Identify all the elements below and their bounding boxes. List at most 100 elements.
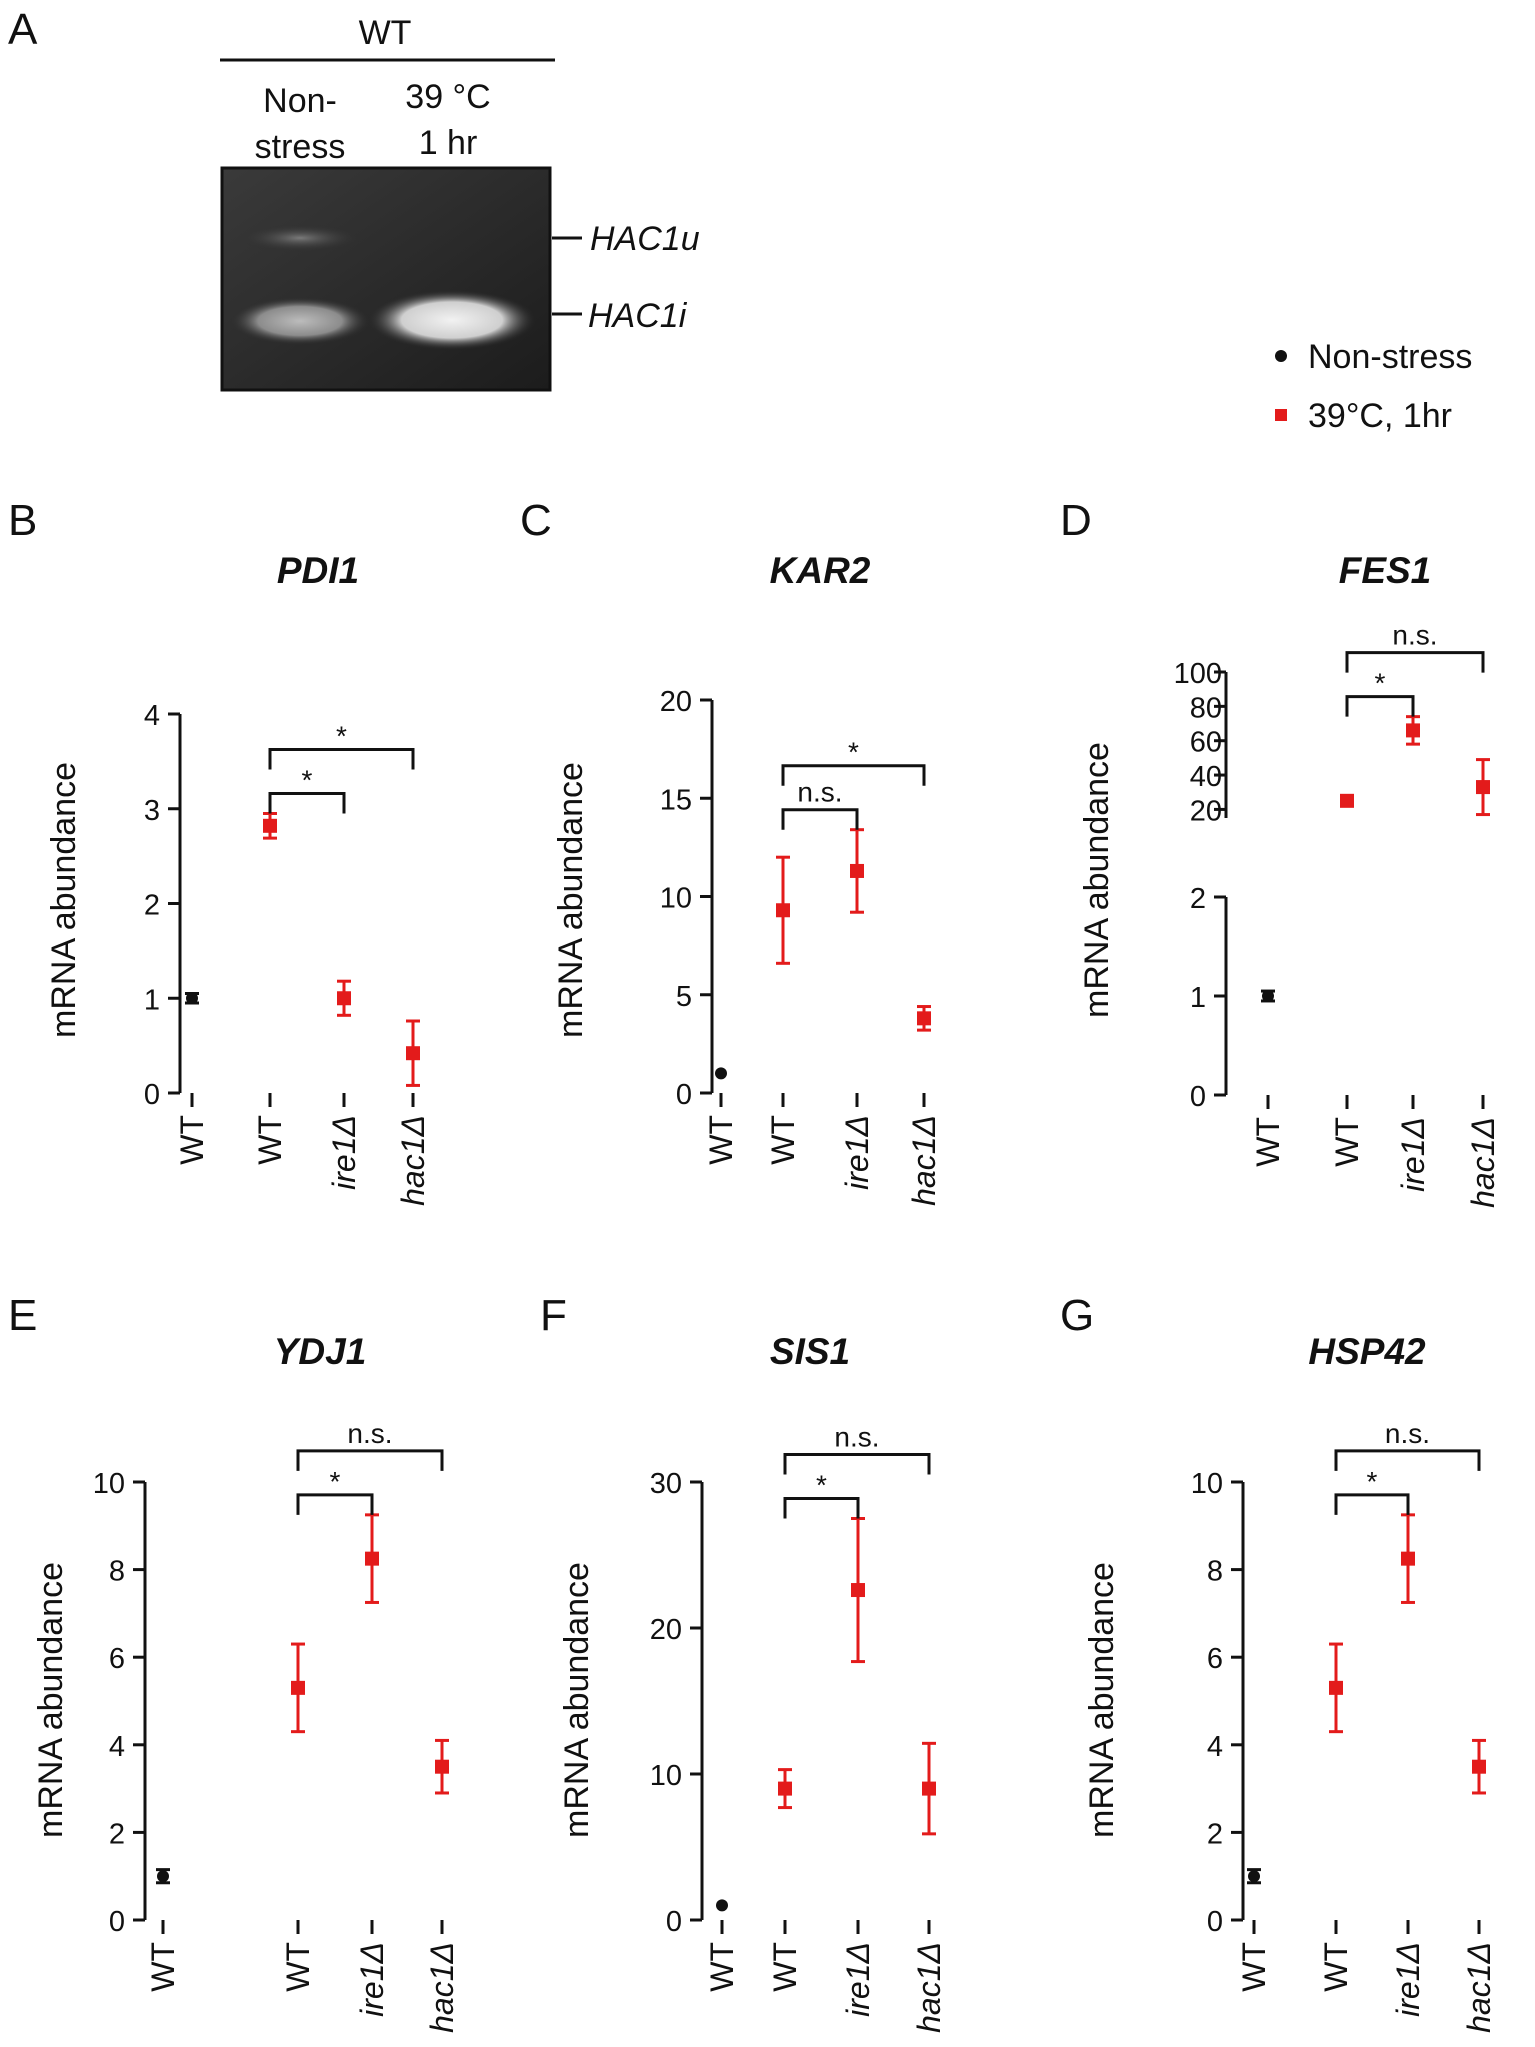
y-tick-label-c-1: 5: [676, 981, 692, 1013]
x-tick-label-b-3: hac1Δ: [395, 1115, 431, 1206]
significance-bracket-g-1: [1334, 1449, 1481, 1471]
y-tick-label-e-4: 8: [109, 1556, 125, 1588]
significance-bracket-c-1: [781, 764, 926, 786]
data-point-g-3: [1472, 1759, 1486, 1774]
x-tick-label-d-0: WT: [1250, 1117, 1286, 1167]
y-tick-label-upper-d-4: 100: [1174, 658, 1222, 690]
data-point-d-0: [1262, 990, 1274, 1002]
gel-panel: A WT Non- stress 39 °C 1 hr: [8, 5, 700, 392]
gel-band-hac1i-lane1: [230, 297, 370, 345]
chart-title-e: YDJ1: [274, 1331, 367, 1372]
y-axis-label-e: mRNA abundance: [32, 1562, 70, 1838]
chart-title-c: KAR2: [770, 550, 871, 591]
significance-bracket-f-1: [783, 1453, 931, 1475]
x-tick-label-e-3: hac1Δ: [424, 1942, 460, 2033]
data-point-e-2: [365, 1551, 379, 1566]
legend: Non-stress 39°C, 1hr: [1275, 338, 1472, 435]
data-point-c-1: [776, 903, 790, 918]
y-tick-label-lower-d-2: 2: [1190, 883, 1206, 915]
x-tick-label-e-0: WT: [145, 1942, 181, 1992]
significance-bracket-b-1: [268, 747, 415, 770]
chart-e: E YDJ1 mRNA abundance 0 2 4 6 8 10 WT WT ire1Δ hac1Δ…: [8, 1291, 460, 2033]
data-point-g-1: [1329, 1680, 1343, 1695]
gel-band-hac1i-lane2: [368, 290, 536, 350]
x-tick-label-c-0: WT: [703, 1115, 739, 1165]
x-tick-label-e-1: WT: [280, 1942, 316, 1992]
x-tick-label-g-0: WT: [1236, 1942, 1272, 1992]
x-tick-label-g-1: WT: [1318, 1942, 1354, 1992]
y-tick-label-f-1: 10: [650, 1760, 682, 1792]
gel-band-label-hac1i: HAC1i: [588, 297, 688, 335]
chart-g: G HSP42 mRNA abundance 0 2 4 6 8 10 WT WT ire1Δ hac1…: [1060, 1291, 1497, 2033]
data-point-f-1: [778, 1781, 792, 1796]
y-tick-label-upper-d-2: 60: [1190, 727, 1222, 759]
significance-bracket-e-0: [296, 1493, 374, 1515]
data-point-d-3: [1476, 780, 1490, 795]
data-point-f-2: [851, 1583, 865, 1598]
y-tick-label-b-1: 1: [144, 984, 160, 1016]
legend-label-heat: 39°C, 1hr: [1308, 397, 1452, 435]
significance-label-f-1: n.s.: [834, 1422, 879, 1453]
gel-lane1-line1: Non-: [263, 82, 337, 120]
y-tick-label-lower-d-0: 0: [1190, 1081, 1206, 1113]
y-tick-label-upper-d-3: 80: [1190, 692, 1222, 724]
y-tick-label-lower-d-1: 1: [1190, 982, 1206, 1014]
significance-label-d-0: *: [1375, 668, 1386, 699]
y-tick-label-f-0: 0: [666, 1906, 682, 1938]
y-tick-label-g-5: 10: [1191, 1468, 1223, 1500]
data-point-d-2: [1406, 723, 1420, 738]
significance-label-b-0: *: [302, 764, 313, 795]
x-tick-label-f-2: ire1Δ: [840, 1942, 876, 2017]
chart-title-d: FES1: [1339, 550, 1432, 591]
significance-label-e-0: *: [330, 1466, 341, 1497]
x-tick-label-c-3: hac1Δ: [906, 1115, 942, 1206]
y-tick-label-g-3: 6: [1207, 1643, 1223, 1675]
x-tick-label-f-0: WT: [704, 1942, 740, 1992]
y-tick-label-b-3: 3: [144, 795, 160, 827]
panel-label-f: F: [540, 1291, 567, 1340]
y-tick-label-upper-d-1: 40: [1190, 761, 1222, 793]
data-point-c-2: [850, 863, 864, 878]
y-tick-label-g-4: 8: [1207, 1556, 1223, 1588]
data-point-e-3: [435, 1759, 449, 1774]
y-tick-label-b-4: 4: [144, 700, 160, 732]
significance-bracket-f-0: [783, 1497, 860, 1519]
data-point-e-1: [291, 1680, 305, 1695]
chart-title-f: SIS1: [770, 1331, 850, 1372]
gel-lane2-line2: 1 hr: [419, 124, 478, 162]
x-tick-label-f-1: WT: [767, 1942, 803, 1992]
y-tick-label-c-3: 15: [660, 784, 692, 816]
y-tick-label-f-3: 30: [650, 1468, 682, 1500]
data-point-c-3: [917, 1011, 931, 1026]
data-point-c-0: [715, 1067, 727, 1080]
legend-label-nonstress: Non-stress: [1308, 338, 1472, 376]
y-tick-label-e-1: 2: [109, 1818, 125, 1850]
y-tick-label-b-0: 0: [144, 1079, 160, 1111]
x-tick-label-g-2: ire1Δ: [1390, 1942, 1426, 2017]
panel-label-g: G: [1060, 1291, 1094, 1340]
gel-lane2-line1: 39 °C: [405, 78, 490, 116]
chart-c: C KAR2 mRNA abundance 0 5 10 15 20 WT WT ire1Δ hac1…: [520, 496, 942, 1206]
y-tick-label-g-1: 2: [1207, 1818, 1223, 1850]
x-tick-label-e-2: ire1Δ: [354, 1942, 390, 2017]
gel-band-hac1u-lane1: [238, 224, 362, 252]
x-tick-label-b-0: WT: [174, 1115, 210, 1165]
y-tick-label-c-2: 10: [660, 883, 692, 915]
x-tick-label-f-3: hac1Δ: [911, 1942, 947, 2033]
significance-bracket-g-0: [1334, 1493, 1410, 1515]
x-tick-label-b-1: WT: [252, 1115, 288, 1165]
significance-bracket-b-0: [268, 791, 346, 814]
y-axis-label-c: mRNA abundance: [552, 762, 590, 1038]
y-tick-label-c-0: 0: [676, 1079, 692, 1111]
data-point-b-0: [186, 992, 198, 1005]
chart-f: F SIS1 mRNA abundance 0 10 20 30 WT WT ire1Δ hac1Δ…: [540, 1291, 947, 2033]
x-tick-label-d-1: WT: [1329, 1117, 1365, 1167]
panel-label-c: C: [520, 496, 552, 545]
data-point-b-3: [406, 1046, 420, 1061]
y-tick-label-upper-d-0: 20: [1190, 795, 1222, 827]
y-tick-label-e-3: 6: [109, 1643, 125, 1675]
y-tick-label-g-0: 0: [1207, 1906, 1223, 1938]
panel-label-b: B: [8, 496, 37, 545]
y-tick-label-e-5: 10: [93, 1468, 125, 1500]
